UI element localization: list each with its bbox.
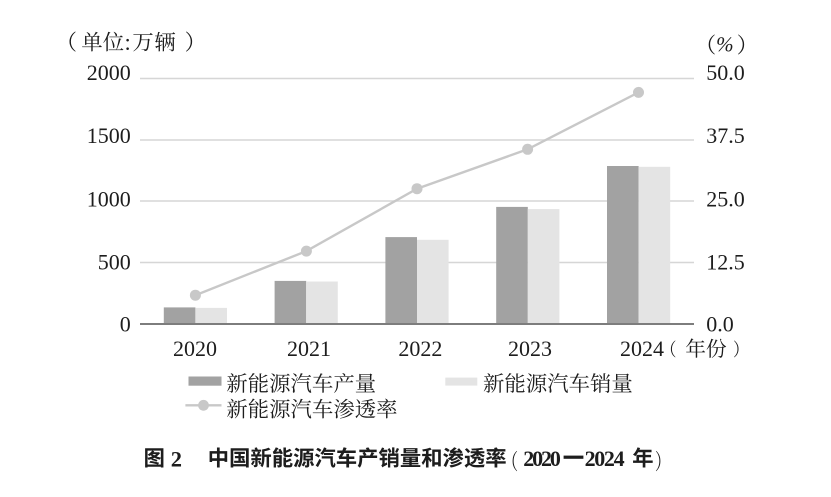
svg-text:2020: 2020 <box>173 336 217 361</box>
svg-text:2020: 2020 <box>523 446 561 471</box>
svg-text:50.0: 50.0 <box>706 60 745 85</box>
svg-text:2023: 2023 <box>508 336 552 361</box>
svg-text:2024: 2024 <box>620 336 664 361</box>
svg-text:2024: 2024 <box>585 446 625 471</box>
svg-text:0: 0 <box>120 312 131 337</box>
svg-text:12.5: 12.5 <box>706 249 745 274</box>
svg-text:1500: 1500 <box>87 123 131 148</box>
svg-text:37.5: 37.5 <box>706 123 745 148</box>
svg-text:2021: 2021 <box>287 336 331 361</box>
svg-text:0.0: 0.0 <box>706 312 734 337</box>
svg-text:2000: 2000 <box>87 60 131 85</box>
svg-text:25.0: 25.0 <box>706 186 745 211</box>
svg-text:500: 500 <box>98 249 131 274</box>
svg-text:1000: 1000 <box>87 186 131 211</box>
svg-text:2022: 2022 <box>398 336 442 361</box>
svg-text:2: 2 <box>171 446 182 471</box>
